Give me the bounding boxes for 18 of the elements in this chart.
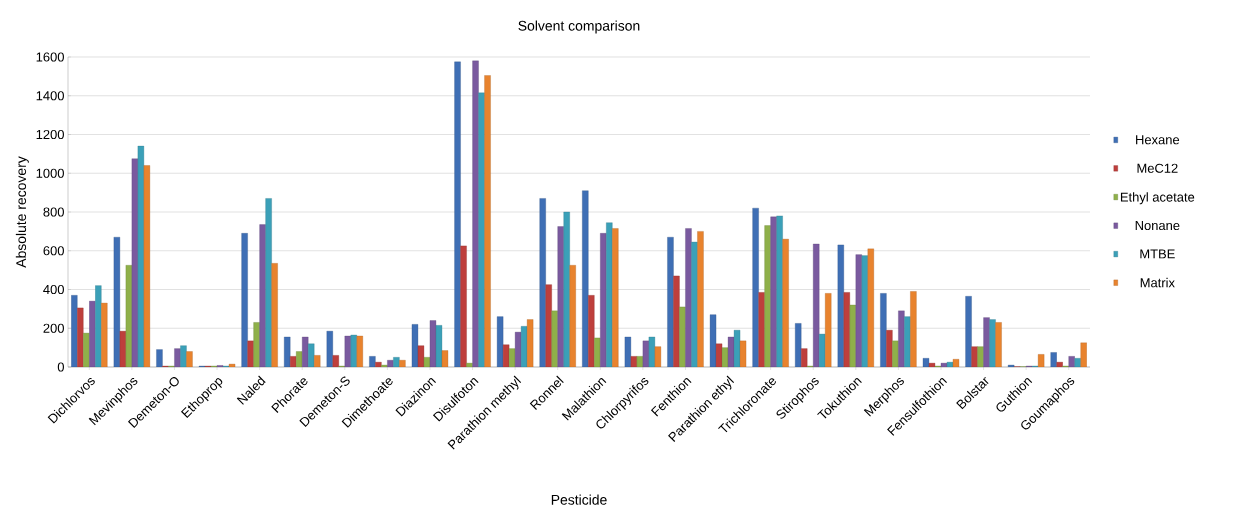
y-tick-label: 1400 <box>36 91 64 101</box>
y-tick-label: 400 <box>43 284 64 295</box>
y-tick-label: 200 <box>43 323 64 333</box>
x-axis-title: Pesticide <box>551 494 607 505</box>
legend-label: Ethyl acetate <box>1120 192 1195 205</box>
y-tick-label: 800 <box>43 207 64 217</box>
legend-label: Matrix <box>1140 277 1175 288</box>
y-tick-label: 600 <box>43 246 64 256</box>
legend-label: MTBE <box>1140 249 1175 259</box>
y-tick-label: 1200 <box>36 129 64 140</box>
legend-label: Nonane <box>1135 221 1180 231</box>
legend-label: MeC12 <box>1137 163 1178 173</box>
y-tick-label: 1600 <box>36 52 64 62</box>
legend-label: Hexane <box>1136 135 1180 145</box>
y-tick-label: 0 <box>57 362 64 372</box>
chart-title: Solvent comparison <box>518 20 640 34</box>
y-tick-label: 1000 <box>36 168 64 178</box>
y-axis-title: Absolute recovery <box>15 156 29 268</box>
